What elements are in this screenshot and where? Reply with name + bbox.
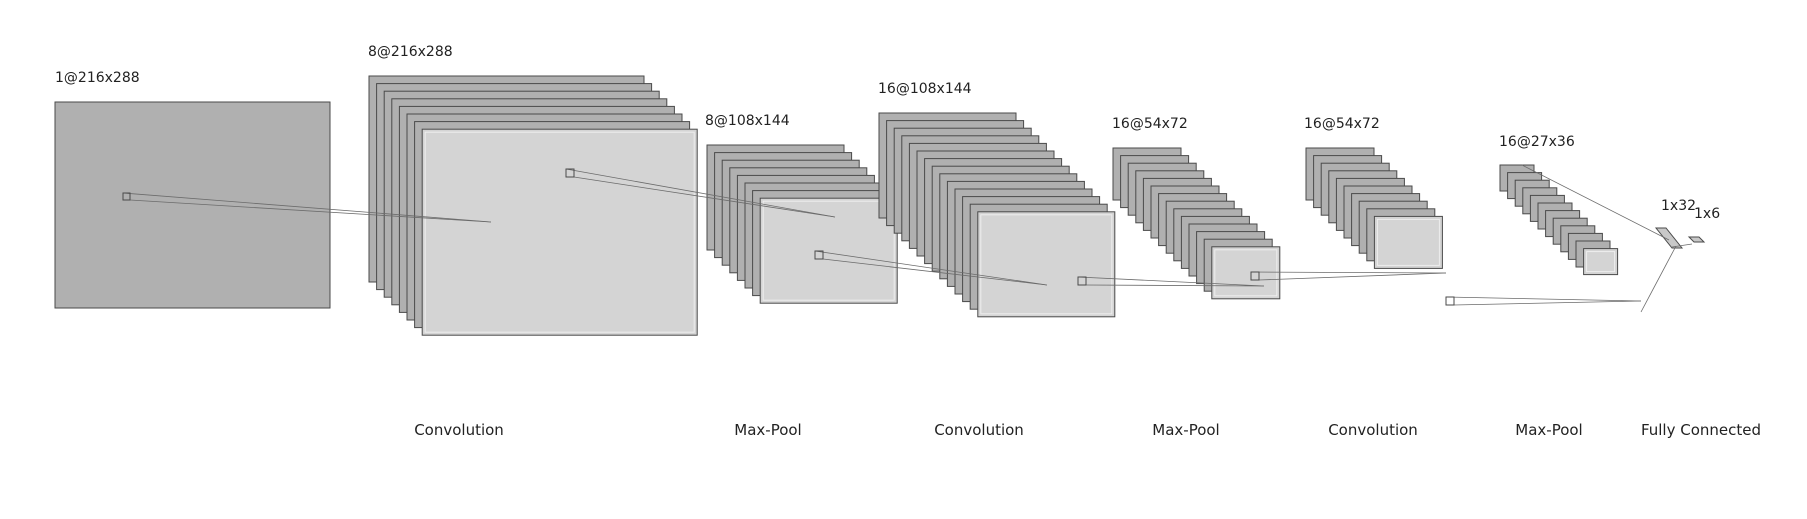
feature-map-inner-border [424, 131, 695, 333]
projection-line [122, 192, 492, 223]
feature-map-front [1211, 246, 1281, 300]
projection-line [1453, 300, 1642, 306]
projection-line [573, 176, 836, 218]
dense-layer-fc2 [1687, 236, 1706, 243]
projection-line [1445, 296, 1642, 302]
layer-label-conv1: 8@216x288 [368, 44, 453, 60]
fc-connection-line [1640, 245, 1677, 313]
kernel-window [814, 250, 824, 260]
projection-line [565, 168, 836, 218]
layer-stack-input [54, 101, 331, 309]
layer-stack-conv1 [368, 75, 698, 336]
feature-map [54, 101, 331, 309]
kernel-window [1445, 296, 1455, 306]
kernel-window [1077, 276, 1087, 286]
layer-stack-conv2 [878, 112, 1116, 318]
dense-layer-fc1 [1654, 227, 1684, 249]
layer-label-pool1: 8@108x144 [705, 113, 790, 129]
feature-map-inner-border [980, 214, 1113, 315]
dense-label-fc1: 1x32 [1661, 198, 1696, 214]
feature-map-inner-border [1586, 251, 1616, 273]
layer-stack-pool1 [706, 144, 898, 304]
layer-label-conv3: 16@54x72 [1304, 116, 1380, 132]
layer-label-pool3: 16@27x36 [1499, 134, 1575, 150]
operation-label-maxpool-3: Max-Pool [1515, 421, 1582, 439]
fc-connection-line [1521, 164, 1670, 241]
feature-map-inner-border [1376, 218, 1440, 266]
operation-label-fully-connected: Fully Connected [1641, 421, 1761, 439]
connections [122, 164, 1693, 313]
operation-label-maxpool-2: Max-Pool [1152, 421, 1219, 439]
projection-line [129, 199, 492, 223]
kernel-window [565, 168, 575, 178]
layer-stack-pool2 [1112, 147, 1281, 300]
projection-line [1077, 276, 1265, 287]
feature-map-front [1373, 215, 1443, 269]
feature-map-front [759, 197, 898, 304]
projection-line [822, 258, 1048, 286]
feature-map-inner-border [1214, 249, 1278, 297]
projection-line [1250, 271, 1447, 274]
layer-stack-pool3 [1499, 164, 1619, 276]
kernel-window [122, 192, 131, 201]
feature-map-front [1583, 248, 1619, 276]
layer-stack-conv3 [1305, 147, 1443, 269]
dense-label-fc2: 1x6 [1694, 206, 1720, 222]
layer-label-input: 1@216x288 [55, 70, 140, 86]
projection-line [814, 250, 1048, 286]
operation-label-convolution-2: Convolution [934, 421, 1024, 439]
kernel-window [1250, 271, 1260, 281]
layer-stacks [54, 75, 1706, 336]
layer-label-conv2: 16@108x144 [878, 81, 972, 97]
feature-map-front [421, 128, 698, 336]
projection-line [1085, 284, 1265, 287]
operation-label-convolution-3: Convolution [1328, 421, 1418, 439]
operation-label-maxpool-1: Max-Pool [734, 421, 801, 439]
feature-map-inner-border [762, 200, 895, 301]
feature-map-front [977, 211, 1116, 318]
projection-line [1258, 272, 1447, 281]
layer-label-pool2: 16@54x72 [1112, 116, 1188, 132]
fc-connection-line [1671, 243, 1693, 248]
operation-label-convolution-1: Convolution [414, 421, 504, 439]
